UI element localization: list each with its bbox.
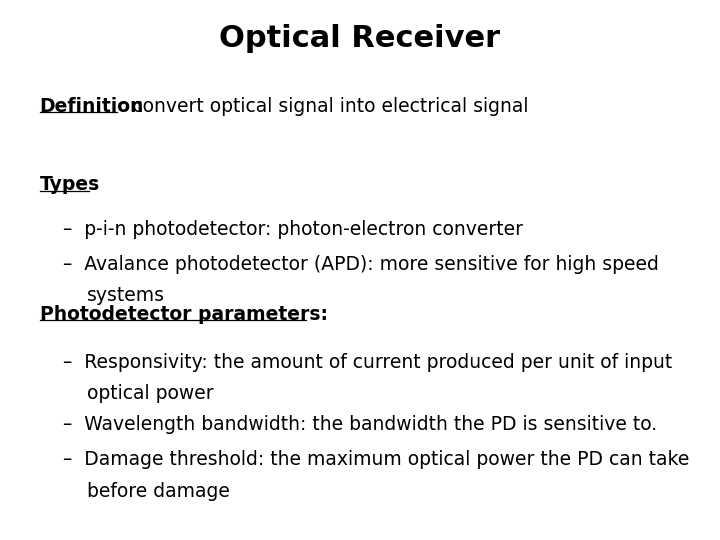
Text: Photodetector parameters:: Photodetector parameters: bbox=[40, 305, 328, 324]
Text: Types: Types bbox=[40, 176, 100, 194]
Text: –  Responsivity: the amount of current produced per unit of input: – Responsivity: the amount of current pr… bbox=[63, 353, 672, 372]
Text: –  Damage threshold: the maximum optical power the PD can take: – Damage threshold: the maximum optical … bbox=[63, 450, 690, 469]
Text: : convert optical signal into electrical signal: : convert optical signal into electrical… bbox=[120, 97, 528, 116]
Text: :: : bbox=[91, 176, 98, 194]
Text: before damage: before damage bbox=[87, 482, 230, 501]
Text: Optical Receiver: Optical Receiver bbox=[220, 24, 500, 53]
Text: –  p-i-n photodetector: photon-electron converter: – p-i-n photodetector: photon-electron c… bbox=[63, 220, 523, 239]
Text: optical power: optical power bbox=[87, 384, 214, 403]
Text: –  Avalance photodetector (APD): more sensitive for high speed: – Avalance photodetector (APD): more sen… bbox=[63, 255, 660, 274]
Text: –  Wavelength bandwidth: the bandwidth the PD is sensitive to.: – Wavelength bandwidth: the bandwidth th… bbox=[63, 415, 657, 434]
Text: systems: systems bbox=[87, 286, 165, 305]
Text: Definition: Definition bbox=[40, 97, 144, 116]
